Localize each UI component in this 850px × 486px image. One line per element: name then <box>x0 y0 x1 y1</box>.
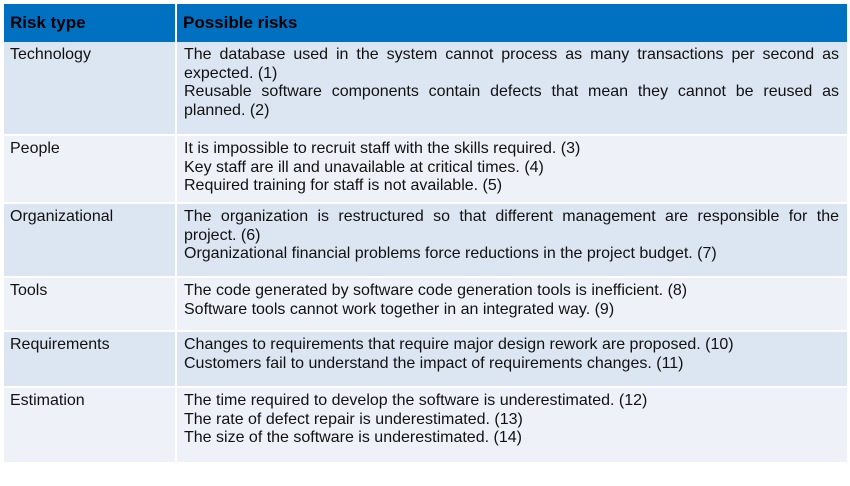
table-row: People It is impossible to recruit staff… <box>4 136 847 204</box>
risk-type-cell: Organizational <box>4 204 177 276</box>
risks-cell: It is impossible to recruit staff with t… <box>177 136 847 202</box>
risk-item: The rate of defect repair is underestima… <box>184 410 523 428</box>
risk-item: Reusable software components contain def… <box>184 83 839 119</box>
risk-type-cell: People <box>4 136 177 202</box>
risk-table: Risk type Possible risks Technology The … <box>4 4 847 464</box>
risks-cell: The organization is restructured so that… <box>177 204 847 276</box>
table-row: Organizational The organization is restr… <box>4 204 847 278</box>
risk-item: The time required to develop the softwar… <box>184 392 648 409</box>
risk-item: The size of the software is underestimat… <box>184 429 522 446</box>
table-row: Tools The code generated by software cod… <box>4 278 847 332</box>
risk-item: The code generated by software code gene… <box>184 282 688 299</box>
risk-item: The organization is restructured so that… <box>184 208 839 244</box>
risks-cell: The time required to develop the softwar… <box>177 388 847 462</box>
risk-item: Key staff are ill and unavailable at cri… <box>184 158 544 176</box>
table-header: Risk type Possible risks <box>4 4 847 42</box>
risk-item: The database used in the system cannot p… <box>184 46 839 82</box>
table-row: Technology The database used in the syst… <box>4 42 847 136</box>
risks-cell: The code generated by software code gene… <box>177 278 847 330</box>
table-row: Requirements Changes to requirements tha… <box>4 332 847 388</box>
risk-type-cell: Estimation <box>4 388 177 462</box>
header-possible-risks: Possible risks <box>183 13 298 32</box>
risk-item: Customers fail to understand the impact … <box>184 354 684 372</box>
table-row: Estimation The time required to develop … <box>4 388 847 464</box>
risks-cell: The database used in the system cannot p… <box>177 42 847 134</box>
risk-type-cell: Requirements <box>4 332 177 386</box>
risk-item: Changes to requirements that require maj… <box>184 336 734 353</box>
risk-item: Organizational financial problems force … <box>184 245 717 262</box>
header-risk-type: Risk type <box>4 4 177 42</box>
risk-item: Software tools cannot work together in a… <box>184 300 615 318</box>
risks-cell: Changes to requirements that require maj… <box>177 332 847 386</box>
risk-type-cell: Technology <box>4 42 177 134</box>
risk-item: It is impossible to recruit staff with t… <box>184 140 581 157</box>
risk-type-cell: Tools <box>4 278 177 330</box>
risk-item: Required training for staff is not avail… <box>184 177 503 194</box>
